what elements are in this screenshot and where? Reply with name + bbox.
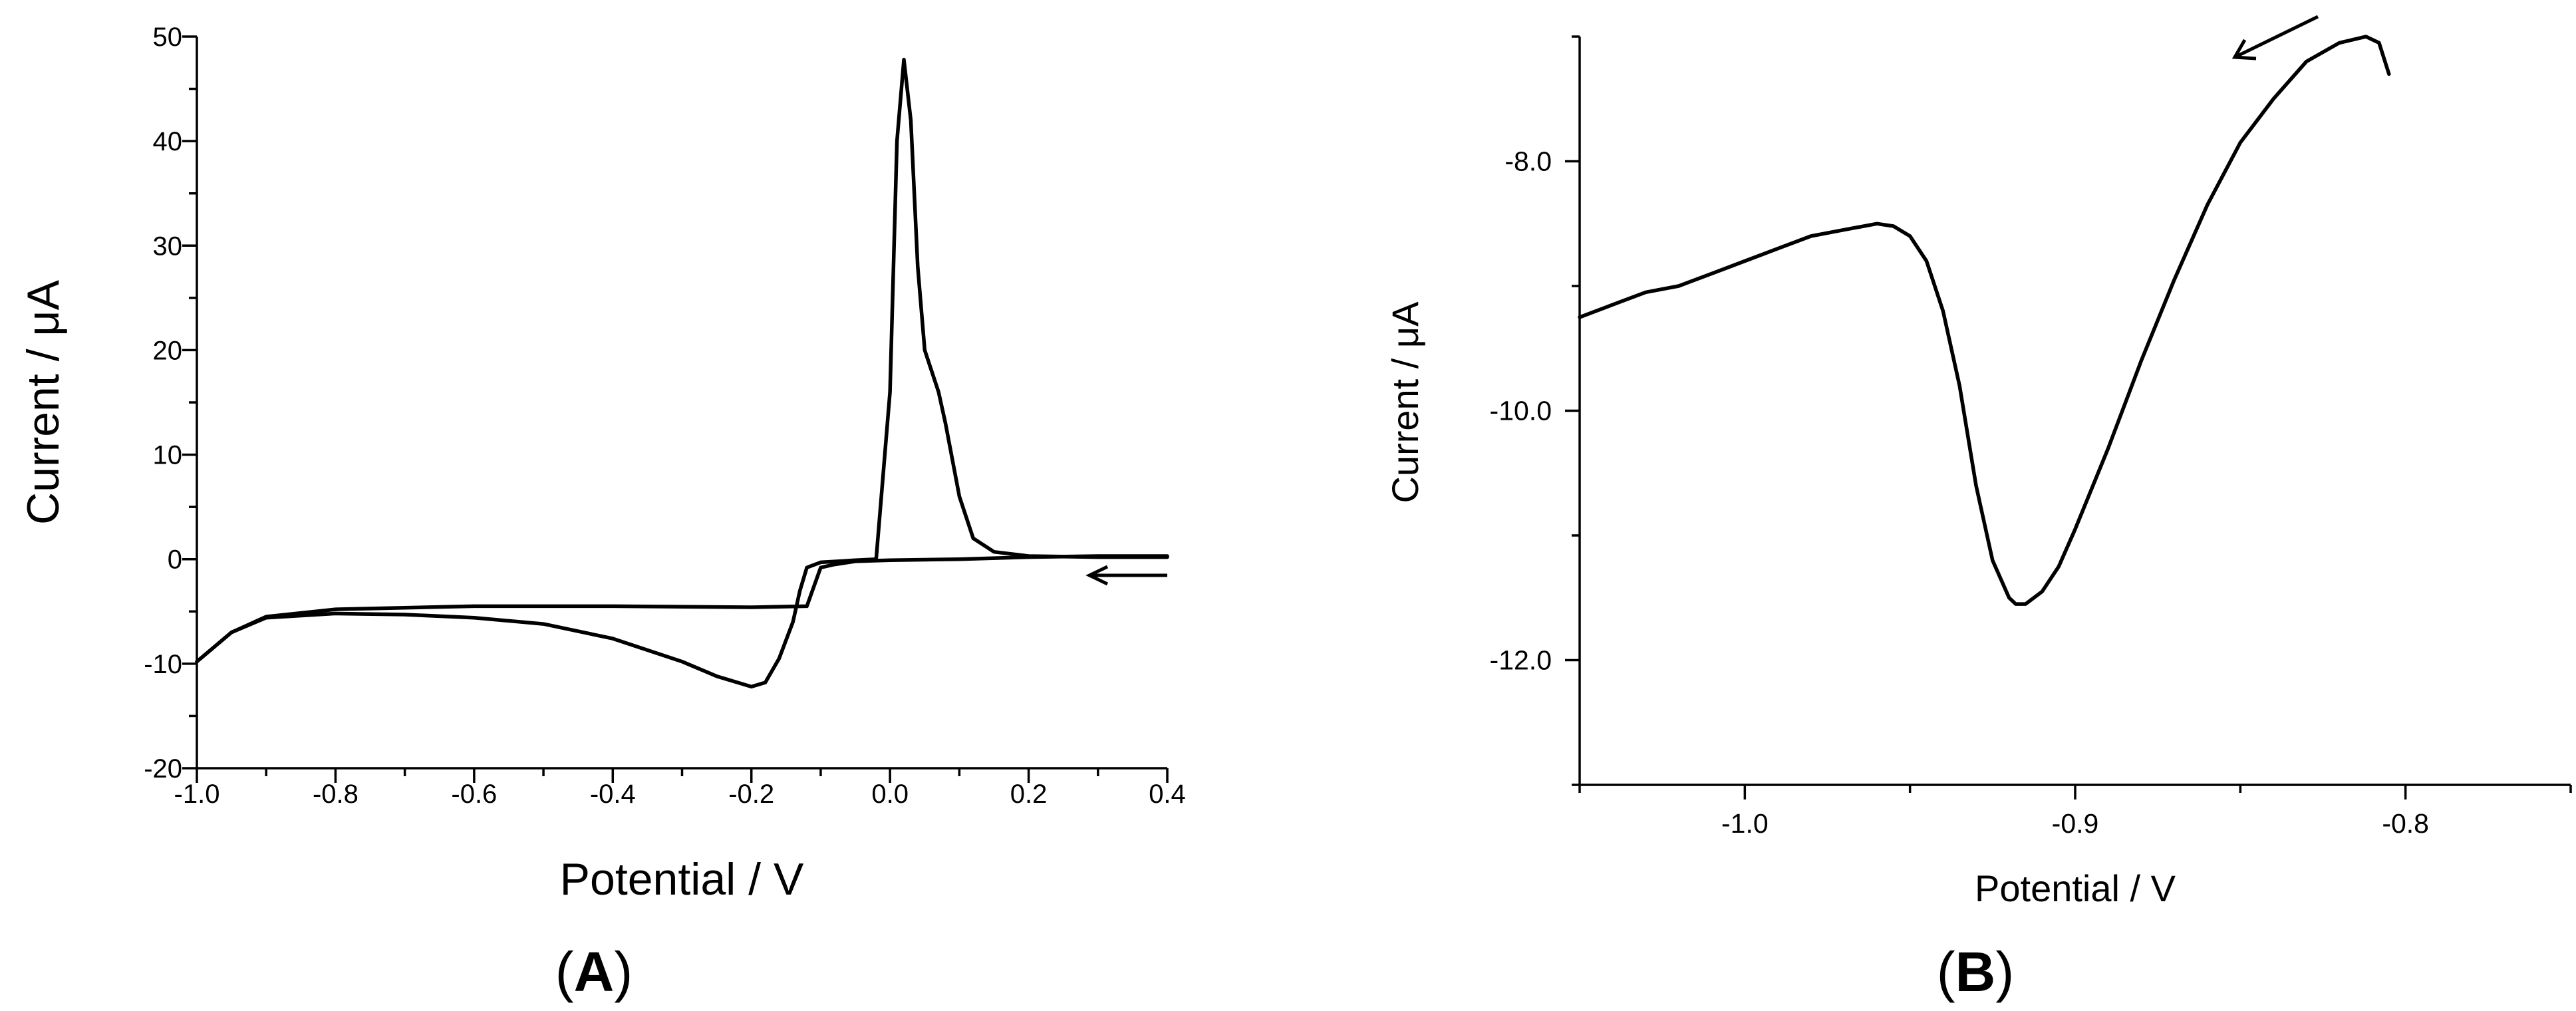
chart-a-panel-letter: A	[574, 940, 615, 1003]
chart-a-series-line-2	[195, 57, 1169, 689]
chart-a-y-tick-label: 20	[153, 336, 183, 365]
chart-a-x-tick-label: -0.2	[728, 780, 774, 809]
chart-a-x-tick-label: 0.4	[1149, 780, 1186, 809]
chart-a-x-ticks: -1.0 -0.8 -0.6 -0.4 -0.2 0.0 0.2 0.4	[174, 768, 1186, 809]
chart-b-y-tick-label: -12.0	[1490, 645, 1552, 676]
chart-b-series	[1578, 35, 2391, 606]
chart-a-y-tick-label: -10	[144, 650, 182, 679]
chart-panel-a: -1.0 -0.8 -0.6 -0.4 -0.2 0.0 0.2 0.4 -20 -10 0 10 2…	[18, 23, 1186, 1003]
chart-panel-b: -1.0 -0.9 -0.8 -8.0 -10.0 -12.0 Potential / …	[1384, 15, 2572, 1003]
chart-a-x-axis-label: Potential / V	[560, 854, 804, 905]
chart-a-series-line-1	[195, 554, 1169, 664]
chart-a-y-axis-label: Current / μA	[18, 279, 69, 525]
chart-a-x-tick-label: 0.0	[871, 780, 909, 809]
chart-a-y-tick-label: 30	[153, 231, 183, 261]
chart-a-x-tick-label: -0.8	[313, 780, 358, 809]
chart-a-x-tick-label: 0.2	[1010, 780, 1048, 809]
chart-b-y-tick-label: -8.0	[1504, 146, 1552, 177]
chart-a-y-tick-label: 50	[153, 23, 183, 52]
chart-b-y-axis-label: Current / μA	[1384, 301, 1426, 504]
chart-a-y-tick-label: 0	[168, 545, 182, 575]
chart-a-x-tick-label: -1.0	[174, 780, 220, 809]
chart-b-x-tick-label: -1.0	[1721, 808, 1769, 839]
chart-a-y-ticks: -20 -10 0 10 20 30 40 50	[144, 23, 197, 784]
chart-b-y-tick-label: -10.0	[1490, 396, 1552, 426]
chart-b-scan-direction-arrow	[2231, 15, 2319, 61]
chart-b-panel-letter: B	[1955, 940, 1996, 1003]
chart-b-x-axis-label: Potential / V	[1975, 867, 2176, 909]
chart-a-x-tick-label: -0.6	[451, 780, 497, 809]
chart-b-series-line-1	[1578, 35, 2391, 606]
chart-a-scan-direction-arrow	[1085, 565, 1167, 586]
chart-a-y-tick-label: -20	[144, 754, 182, 784]
chart-b-panel-label: (B)	[1937, 940, 2015, 1003]
chart-a-series	[195, 57, 1169, 689]
chart-b-y-ticks: -8.0 -10.0 -12.0	[1490, 35, 1580, 786]
chart-b-x-ticks: -1.0 -0.9 -0.8	[1578, 785, 2572, 839]
chart-a-x-tick-label: -0.4	[590, 780, 636, 809]
chart-a-panel-label: (A)	[555, 940, 633, 1003]
chart-b-x-tick-label: -0.9	[2052, 808, 2099, 839]
chart-a-y-tick-label: 10	[153, 441, 183, 470]
chart-b-x-tick-label: -0.8	[2382, 808, 2429, 839]
chart-a-y-tick-label: 40	[153, 127, 183, 156]
